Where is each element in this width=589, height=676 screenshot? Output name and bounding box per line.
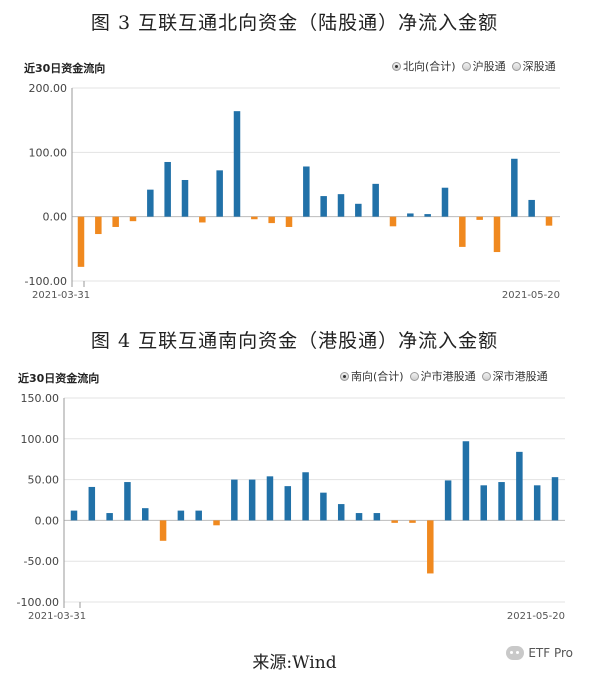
- bar[interactable]: [498, 482, 505, 521]
- bar[interactable]: [389, 216, 397, 227]
- y-tick-label: -50.00: [24, 555, 59, 568]
- bar[interactable]: [407, 213, 414, 217]
- chart-2-heading: 近30日资金流向: [18, 372, 100, 385]
- x-start-label: 2021-03-31: [28, 611, 86, 622]
- bar[interactable]: [551, 477, 559, 521]
- bar[interactable]: [199, 216, 206, 223]
- bar[interactable]: [427, 520, 434, 574]
- bar[interactable]: [159, 520, 167, 541]
- bar[interactable]: [303, 166, 310, 217]
- legend-south-total[interactable]: 南向(合计): [340, 368, 404, 384]
- bar[interactable]: [462, 441, 470, 521]
- figure-4-title: 图 4 互联互通南向资金（港股通）净流入金额: [90, 330, 499, 352]
- legend-north-total[interactable]: 北向(合计): [392, 58, 456, 74]
- y-tick-label: 100.00: [21, 433, 60, 446]
- bar[interactable]: [409, 520, 416, 523]
- bar[interactable]: [476, 216, 483, 220]
- bar[interactable]: [391, 520, 398, 523]
- bar[interactable]: [424, 214, 431, 217]
- y-tick-label: 0.00: [35, 514, 60, 527]
- bar[interactable]: [195, 510, 202, 521]
- y-tick-label: 50.00: [28, 474, 60, 487]
- bar[interactable]: [533, 485, 541, 521]
- bar[interactable]: [337, 504, 345, 521]
- bar[interactable]: [337, 194, 345, 217]
- legend-shanghai-hk-connect[interactable]: 沪市港股通: [409, 368, 476, 384]
- bar[interactable]: [372, 183, 379, 217]
- figure-3-title: 图 3 互联互通北向资金（陆股通）净流入金额: [90, 12, 499, 34]
- bar[interactable]: [77, 216, 85, 267]
- bar[interactable]: [493, 216, 501, 253]
- x-end-label: 2021-05-20: [507, 611, 565, 622]
- bar[interactable]: [528, 199, 535, 217]
- bar[interactable]: [177, 510, 185, 521]
- y-tick-label: -100.00: [25, 275, 67, 288]
- bar[interactable]: [95, 216, 102, 235]
- chart-2-legend: 南向(合计) 沪市港股通 深市港股通: [340, 368, 548, 384]
- y-tick-label: 150.00: [21, 392, 60, 405]
- bar[interactable]: [216, 170, 223, 217]
- bar[interactable]: [444, 480, 452, 521]
- y-tick-label: 100.00: [29, 146, 68, 159]
- bar[interactable]: [129, 216, 137, 222]
- bar[interactable]: [545, 216, 553, 226]
- x-end-label: 2021-05-20: [502, 290, 560, 301]
- chart-2-plot: -100.00 -50.00 0.00 50.00 100.00 150.00 2021-0…: [17, 392, 565, 622]
- radio-icon[interactable]: [409, 371, 419, 381]
- bar[interactable]: [231, 479, 238, 521]
- bar[interactable]: [459, 216, 466, 247]
- chart-1-legend: 北向(合计) 沪股通 深股通: [392, 58, 556, 74]
- bar[interactable]: [320, 492, 327, 521]
- legend-shenzhen-connect[interactable]: 深股通: [511, 58, 556, 74]
- bar[interactable]: [181, 179, 189, 217]
- bar[interactable]: [248, 479, 256, 521]
- bar[interactable]: [70, 510, 78, 521]
- radio-icon[interactable]: [461, 61, 471, 71]
- bar[interactable]: [266, 476, 274, 521]
- bar[interactable]: [373, 513, 381, 521]
- bar[interactable]: [142, 508, 149, 521]
- bar[interactable]: [284, 486, 292, 521]
- y-tick-label: 200.00: [29, 82, 68, 95]
- chart-1-plot: -100.00 0.00 100.00 200.00 2021-03-31 2021-05…: [25, 82, 560, 301]
- bar[interactable]: [441, 187, 449, 217]
- legend-shenzhen-hk-connect[interactable]: 深市港股通: [481, 368, 548, 384]
- bar[interactable]: [320, 196, 327, 217]
- bar[interactable]: [355, 513, 363, 521]
- bar[interactable]: [88, 486, 96, 521]
- wechat-icon: [506, 646, 525, 660]
- bar[interactable]: [147, 189, 154, 217]
- y-tick-label: 0.00: [43, 211, 68, 224]
- legend-shanghai-connect[interactable]: 沪股通: [461, 58, 506, 74]
- bar[interactable]: [516, 451, 523, 521]
- bar[interactable]: [251, 216, 258, 220]
- source-note: 来源:Wind: [252, 653, 337, 673]
- bar[interactable]: [268, 216, 275, 224]
- bar[interactable]: [124, 482, 131, 521]
- bar[interactable]: [213, 520, 220, 526]
- chart-1-heading: 近30日资金流向: [24, 62, 106, 75]
- bar[interactable]: [233, 111, 241, 217]
- bar[interactable]: [106, 513, 113, 521]
- bar[interactable]: [164, 161, 171, 217]
- radio-icon[interactable]: [511, 61, 521, 71]
- bar[interactable]: [480, 485, 487, 521]
- bar[interactable]: [355, 203, 362, 217]
- x-start-label: 2021-03-31: [32, 290, 90, 301]
- bar[interactable]: [511, 158, 518, 217]
- y-tick-label: -100.00: [17, 596, 59, 609]
- bar[interactable]: [285, 216, 293, 227]
- watermark: ETF Pro: [506, 646, 573, 660]
- bar[interactable]: [302, 472, 309, 521]
- radio-selected-icon[interactable]: [392, 61, 401, 71]
- bar[interactable]: [112, 216, 119, 227]
- radio-selected-icon[interactable]: [340, 371, 349, 381]
- radio-icon[interactable]: [481, 371, 491, 381]
